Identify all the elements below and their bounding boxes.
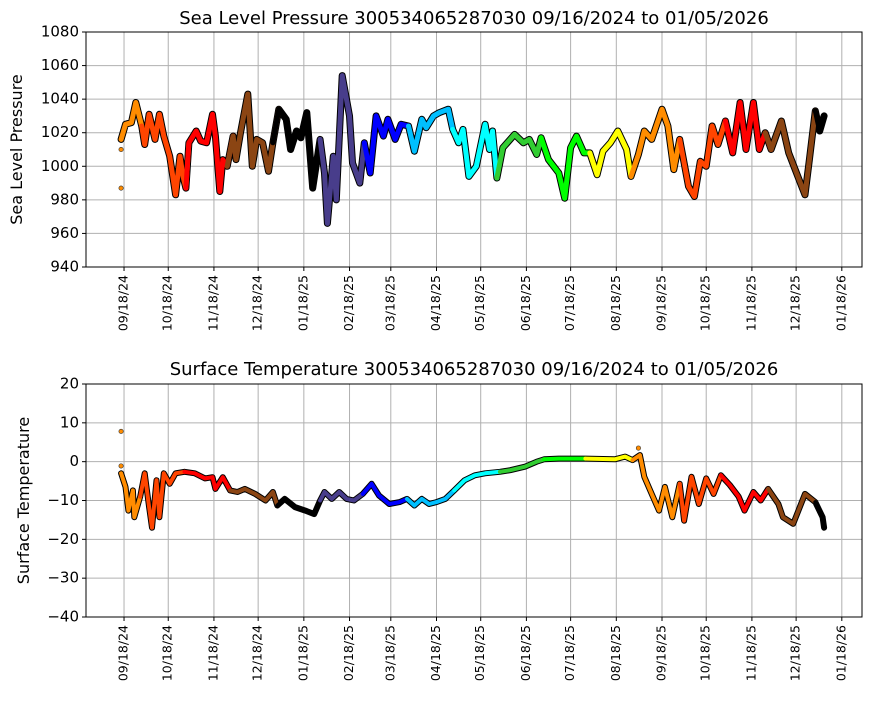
series-segment-month-17 xyxy=(812,108,827,134)
y-tick-label: 960 xyxy=(50,224,79,242)
x-tick-label: 09/18/25 xyxy=(653,625,668,681)
outlier-point xyxy=(635,445,641,451)
series-segment-month-10 xyxy=(494,131,544,181)
y-axis-label: Sea Level Pressure xyxy=(7,74,26,225)
series-segment-month-13 xyxy=(630,453,682,520)
y-tick-label: −10 xyxy=(47,491,79,509)
y-tick-label: 980 xyxy=(50,190,79,208)
x-tick-label: 02/18/25 xyxy=(341,625,356,681)
x-tick-label: 01/18/26 xyxy=(833,275,848,331)
y-tick-label: 1040 xyxy=(41,90,79,108)
outlier-point xyxy=(118,463,124,469)
x-tick-label: 04/18/25 xyxy=(428,275,443,331)
x-tick-label: 11/18/25 xyxy=(743,275,758,331)
series-segment-month-3 xyxy=(182,469,233,493)
series-outline xyxy=(117,72,828,227)
y-tick-label: 940 xyxy=(50,258,79,276)
x-tick-label: 01/18/26 xyxy=(833,625,848,681)
x-tick-label: 07/18/25 xyxy=(562,275,577,331)
y-tick-label: 1080 xyxy=(41,23,79,41)
series-segment-month-9 xyxy=(452,469,502,493)
x-tick-label: 10/18/24 xyxy=(160,625,175,681)
x-tick-label: 01/18/25 xyxy=(295,275,310,331)
series-segment-month-14 xyxy=(677,473,723,523)
series-segment-month-6 xyxy=(318,490,365,503)
subplot-1: 09/18/24 10/18/24 11/18/24 12/18/24 01/18/25… xyxy=(7,8,863,331)
series-segment-month-13 xyxy=(628,106,683,179)
series-segment-month-6 xyxy=(317,73,367,226)
x-tick-label: 03/18/25 xyxy=(382,625,397,681)
x-tick-label: 12/18/25 xyxy=(788,275,803,331)
x-tick-label: 01/18/25 xyxy=(295,625,310,681)
y-tick-label: 1020 xyxy=(41,123,79,141)
series-segment-month-3 xyxy=(183,111,236,194)
y-axis-label: Surface Temperature xyxy=(14,417,33,584)
series-segment-month-4 xyxy=(228,486,280,508)
x-tick-label: 09/18/25 xyxy=(653,275,668,331)
x-tick-label: 11/18/24 xyxy=(205,625,220,681)
outlier-point xyxy=(118,147,124,153)
x-tick-label: 10/18/25 xyxy=(698,625,713,681)
series-segment-month-15 xyxy=(718,473,771,513)
x-tick-label: 12/18/24 xyxy=(250,275,265,331)
series-outline xyxy=(118,452,828,531)
y-tick-label: 20 xyxy=(60,375,79,393)
x-tick-label: 09/18/24 xyxy=(116,275,131,331)
series-segment-month-14 xyxy=(677,118,728,199)
x-tick-label: 06/18/25 xyxy=(518,625,533,681)
series-segment-month-12 xyxy=(583,454,635,463)
x-tick-label: 05/18/25 xyxy=(472,275,487,331)
x-tick-label: 03/18/25 xyxy=(382,275,397,331)
x-tick-label: 09/18/24 xyxy=(116,625,131,681)
y-tick-label: 10 xyxy=(60,413,79,431)
series-segment-month-5 xyxy=(270,106,327,191)
series-segment-month-1 xyxy=(118,100,145,142)
y-tick-label: 0 xyxy=(69,452,79,470)
outlier-point xyxy=(118,428,124,434)
x-tick-label: 08/18/25 xyxy=(608,275,623,331)
series-segment-month-4 xyxy=(224,91,282,174)
series-segment-month-17 xyxy=(813,500,827,530)
x-tick-label: 12/18/24 xyxy=(250,625,265,681)
y-tick-label: −20 xyxy=(47,530,79,548)
y-tick-label: 1060 xyxy=(41,56,79,74)
series-segment-month-11 xyxy=(538,133,593,201)
x-tick-label: 12/18/25 xyxy=(788,625,803,681)
chart-title: Sea Level Pressure 300534065287030 09/16… xyxy=(179,8,769,29)
x-tick-label: 02/18/25 xyxy=(341,275,356,331)
y-tick-label: −30 xyxy=(47,569,79,587)
x-tick-label: 10/18/25 xyxy=(698,275,713,331)
series-segment-month-8 xyxy=(406,106,456,154)
subplot-2: 09/18/24 10/18/24 11/18/24 12/18/24 01/18/25… xyxy=(14,359,863,681)
series-segment-month-7 xyxy=(360,481,409,506)
series-segment-month-2 xyxy=(138,469,187,530)
x-tick-label: 08/18/25 xyxy=(608,625,623,681)
axes-frame xyxy=(85,383,863,618)
axes-frame xyxy=(85,31,863,268)
y-tick-label: −40 xyxy=(47,608,79,626)
outlier-point xyxy=(118,185,124,191)
series-segment-month-9 xyxy=(450,121,500,181)
series-segment-month-1 xyxy=(119,471,143,520)
x-tick-label: 06/18/25 xyxy=(518,275,533,331)
series-segment-month-11 xyxy=(542,456,588,462)
series-segment-month-2 xyxy=(139,111,192,198)
x-tick-label: 10/18/24 xyxy=(160,275,175,331)
series-segment-month-7 xyxy=(361,113,411,176)
x-tick-label: 07/18/25 xyxy=(562,625,577,681)
x-tick-label: 11/18/24 xyxy=(205,275,220,331)
series-segment-month-16 xyxy=(762,108,818,198)
x-tick-label: 11/18/25 xyxy=(743,625,758,681)
series-segment-month-16 xyxy=(766,486,818,526)
chart-title: Surface Temperature 300534065287030 09/1… xyxy=(170,359,779,380)
series-segment-month-12 xyxy=(587,128,634,179)
series-segment-month-10 xyxy=(497,457,547,474)
x-tick-label: 05/18/25 xyxy=(472,625,487,681)
x-tick-label: 04/18/25 xyxy=(428,625,443,681)
y-tick-label: 1000 xyxy=(41,157,79,175)
series-segment-month-8 xyxy=(405,488,457,508)
